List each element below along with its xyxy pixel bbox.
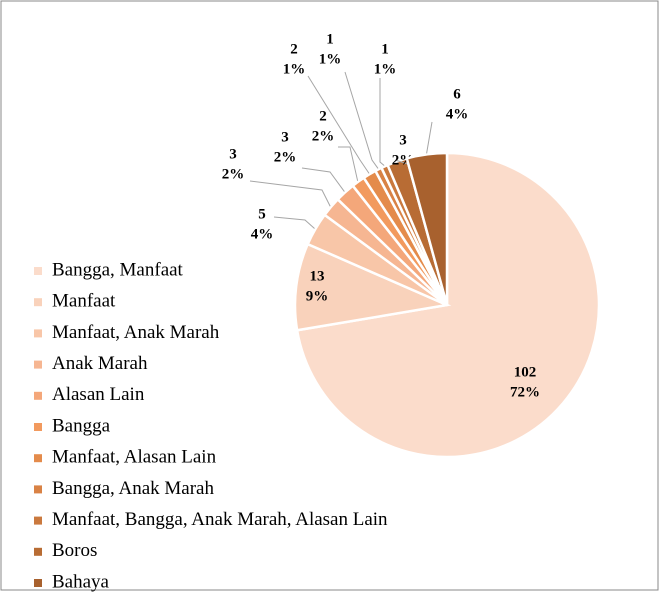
leader-line — [338, 146, 359, 181]
percent-label: 1% — [319, 51, 342, 67]
legend-label: Manfaat, Anak Marah — [52, 322, 220, 343]
percent-label: 9% — [306, 288, 329, 304]
data-label: 5 — [258, 206, 266, 222]
legend-swatch — [34, 329, 42, 338]
legend-label: Anak Marah — [52, 353, 148, 374]
legend-swatch — [34, 485, 42, 494]
percent-label: 4% — [251, 226, 274, 242]
pie-slice — [405, 151, 449, 306]
data-label: 2 — [290, 41, 298, 57]
data-label: 3 — [399, 132, 407, 148]
legend-swatch — [34, 516, 42, 525]
legend-swatch — [34, 298, 42, 307]
legend-swatch — [34, 391, 42, 400]
legend-swatch — [34, 547, 42, 556]
legend-label: Bahaya — [52, 571, 110, 592]
legend-swatch — [34, 423, 42, 431]
data-label: 3 — [281, 129, 289, 145]
legend-label: Bangga, Manfaat — [52, 259, 184, 280]
legend-swatch — [34, 360, 42, 369]
percent-label: 2% — [312, 128, 335, 144]
legend-swatch — [34, 267, 42, 275]
data-label: 13 — [310, 268, 325, 284]
data-label: 3 — [229, 146, 237, 162]
leader-line — [249, 180, 331, 207]
legend-swatch — [34, 454, 42, 463]
leader-line — [344, 71, 379, 169]
legend-swatch — [34, 579, 42, 587]
legend-label: Manfaat, Alasan Lain — [52, 447, 217, 468]
data-label: 6 — [453, 86, 461, 102]
leader-line — [379, 78, 385, 166]
pie-slice — [293, 242, 452, 332]
data-label: 102 — [514, 364, 537, 380]
data-label: 1 — [326, 31, 334, 47]
percent-label: 4% — [446, 106, 469, 122]
legend-label: Manfaat — [52, 291, 116, 312]
legend-label: Boros — [52, 540, 97, 561]
leader-line — [273, 216, 315, 229]
legend-label: Bangga, Anak Marah — [52, 478, 214, 499]
percent-label: 1% — [374, 61, 397, 77]
percent-label: 72% — [510, 384, 540, 400]
percent-label: 2% — [222, 166, 245, 182]
legend-label: Alasan Lain — [52, 384, 145, 405]
leader-line — [426, 121, 433, 154]
percent-label: 1% — [283, 61, 306, 77]
leader-line — [307, 75, 370, 174]
data-label: 2 — [319, 108, 327, 124]
legend-label: Bangga — [52, 415, 111, 436]
data-label: 1 — [381, 41, 389, 57]
legend-label: Manfaat, Bangga, Anak Marah, Alasan Lain — [52, 509, 388, 530]
leader-line — [301, 167, 345, 192]
percent-label: 2% — [274, 149, 297, 165]
